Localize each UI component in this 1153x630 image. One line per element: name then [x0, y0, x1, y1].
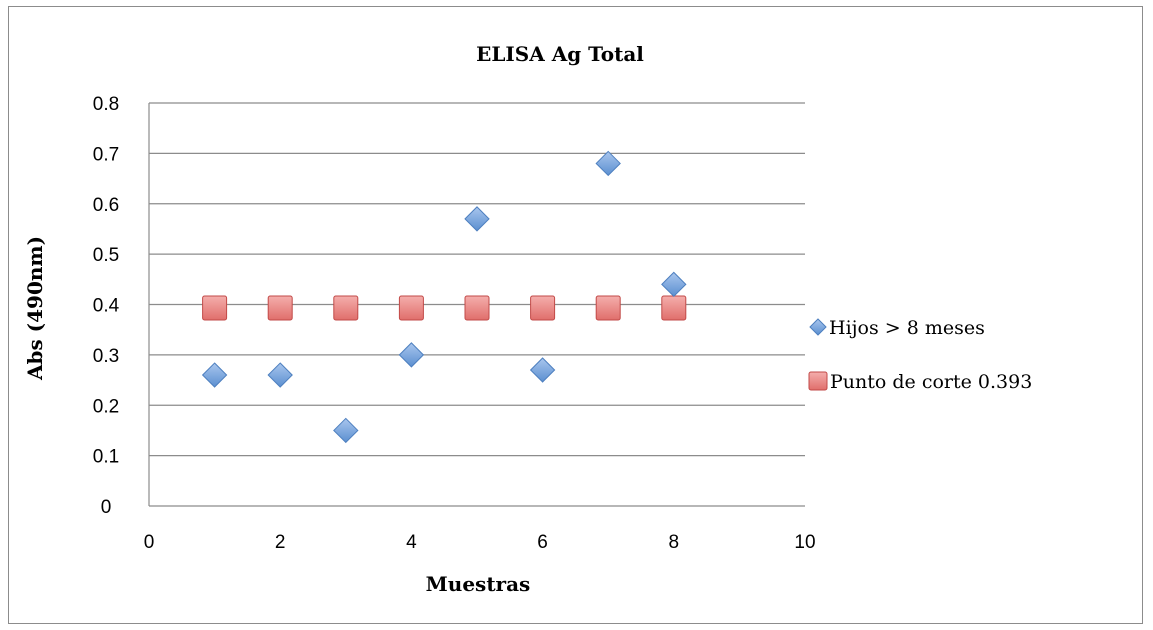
x-tick-label: 10: [794, 532, 815, 553]
x-tick-label: 2: [275, 532, 286, 553]
sample-point: [595, 150, 621, 177]
y-tick-label: 0.8: [93, 94, 119, 115]
y-tick-label: 0.5: [93, 245, 119, 266]
y-tick-label: 0.2: [93, 396, 119, 417]
sample-point: [267, 362, 293, 388]
grid-lines: [148, 102, 805, 507]
legend: Hijos > 8 meses Punto de corte 0.393: [808, 317, 1032, 393]
legend-label-corte: Punto de corte 0.393: [830, 371, 1032, 393]
y-tick-label: 0.1: [93, 447, 119, 468]
cutoff-point: [661, 295, 687, 321]
y-tick-label: 0.4: [93, 296, 120, 317]
cutoff-point: [202, 295, 228, 321]
x-tick-label: 8: [669, 532, 680, 553]
cutoff-point: [595, 295, 621, 321]
y-tick-labels: 0 0.1 0.2 0.3 0.4 0.5 0.6 0.7 0.8: [93, 94, 120, 518]
sample-point: [398, 342, 425, 368]
y-tick-label: 0: [101, 497, 112, 518]
y-tick-label: 0.3: [93, 346, 119, 367]
cutoff-point: [267, 295, 293, 321]
data-points: [201, 150, 687, 444]
x-tick-labels: 0 2 4 6 8 10: [144, 532, 816, 553]
x-tick-label: 0: [144, 532, 155, 553]
cutoff-point: [464, 295, 490, 321]
sample-point: [333, 417, 359, 444]
x-axis-title: Muestras: [426, 572, 531, 596]
sample-point: [201, 362, 228, 388]
legend-marker-diamond: [809, 318, 827, 336]
cutoff-point: [530, 295, 556, 321]
x-tick-label: 4: [406, 532, 417, 553]
y-axis-title: Abs (490nm): [23, 236, 47, 381]
legend-label-hijos: Hijos > 8 meses: [829, 317, 985, 339]
x-tick-label: 6: [537, 532, 548, 553]
sample-point: [661, 271, 687, 298]
sample-point: [529, 357, 556, 383]
cutoff-point: [398, 295, 424, 321]
y-tick-label: 0.6: [93, 195, 119, 216]
cutoff-point: [333, 295, 359, 321]
y-tick-label: 0.7: [93, 144, 119, 165]
chart-frame: [8, 6, 1143, 624]
chart-title: ELISA Ag Total: [476, 42, 644, 66]
legend-marker-square: [808, 371, 828, 391]
sample-point: [464, 206, 490, 232]
